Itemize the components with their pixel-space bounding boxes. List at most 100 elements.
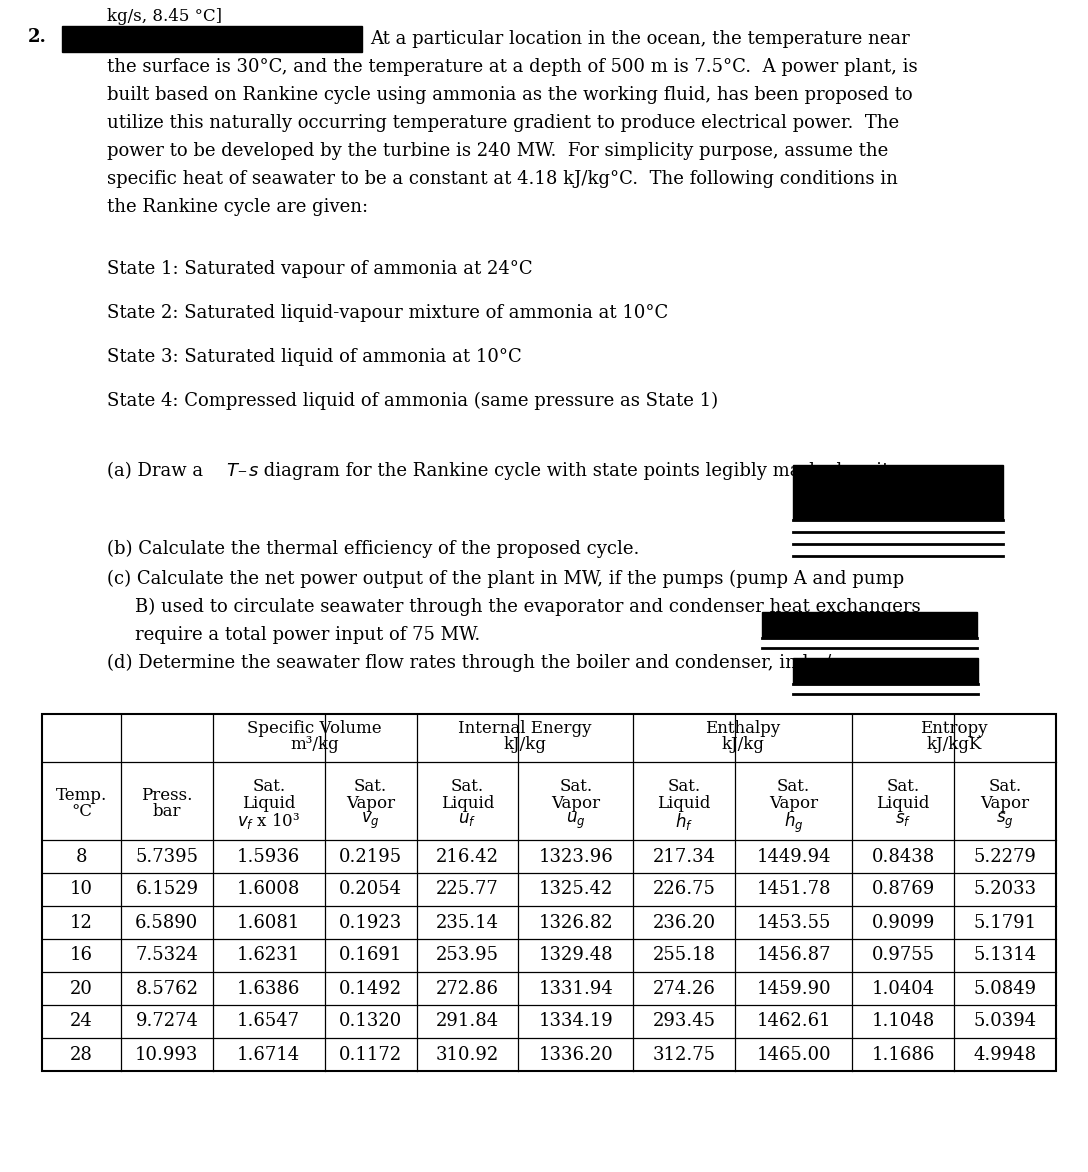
Text: 291.84: 291.84: [436, 1013, 499, 1030]
Text: utilize this naturally occurring temperature gradient to produce electrical powe: utilize this naturally occurring tempera…: [107, 114, 899, 132]
Text: 0.1923: 0.1923: [339, 913, 403, 932]
Text: (a) Draw a: (a) Draw a: [107, 462, 209, 481]
Text: Liquid: Liquid: [441, 795, 494, 812]
Bar: [62, 26, 362, 52]
Text: 0.1172: 0.1172: [339, 1045, 403, 1063]
Text: Temp.: Temp.: [55, 786, 107, 804]
Text: 1449.94: 1449.94: [756, 847, 831, 865]
Text: Vapor: Vapor: [552, 795, 601, 812]
Text: State 4: Compressed liquid of ammonia (same pressure as State 1): State 4: Compressed liquid of ammonia (s…: [107, 391, 718, 410]
Text: m³/kg: m³/kg: [290, 736, 339, 752]
Text: 8.5762: 8.5762: [135, 980, 198, 997]
Text: 225.77: 225.77: [436, 880, 498, 899]
Text: diagram for the Rankine cycle with state points legibly marked on it.: diagram for the Rankine cycle with state…: [258, 462, 895, 481]
Text: 236.20: 236.20: [653, 913, 716, 932]
Text: 1334.19: 1334.19: [539, 1013, 614, 1030]
Text: 1459.90: 1459.90: [756, 980, 831, 997]
Text: 235.14: 235.14: [436, 913, 499, 932]
Text: $s$: $s$: [248, 462, 259, 481]
Text: bar: bar: [152, 803, 181, 820]
Text: At a particular location in the ocean, the temperature near: At a particular location in the ocean, t…: [370, 30, 910, 48]
Text: State 1: Saturated vapour of ammonia at 24°C: State 1: Saturated vapour of ammonia at …: [107, 260, 533, 278]
Text: built based on Rankine cycle using ammonia as the working fluid, has been propos: built based on Rankine cycle using ammon…: [107, 86, 913, 104]
Text: (d) Determine the seawater flow rates through the boiler and condenser, in kg/s.: (d) Determine the seawater flow rates th…: [107, 654, 846, 673]
Text: kJ/kg: kJ/kg: [504, 736, 546, 752]
Text: 216.42: 216.42: [436, 847, 499, 865]
Text: 5.0849: 5.0849: [974, 980, 1037, 997]
Text: 24: 24: [70, 1013, 92, 1030]
Text: 4.9948: 4.9948: [974, 1045, 1037, 1063]
Text: 5.1314: 5.1314: [974, 947, 1037, 965]
Text: Liquid: Liquid: [242, 795, 296, 812]
Text: kg/s, 8.45 °C]: kg/s, 8.45 °C]: [107, 8, 222, 25]
Text: Sat.: Sat.: [777, 778, 811, 796]
Text: 312.75: 312.75: [653, 1045, 716, 1063]
Text: kJ/kgK: kJ/kgK: [926, 736, 981, 752]
Text: $s_g$: $s_g$: [997, 811, 1014, 831]
Text: (b) Calculate the thermal efficiency of the proposed cycle.: (b) Calculate the thermal efficiency of …: [107, 540, 640, 558]
Text: 10: 10: [70, 880, 92, 899]
Text: 1.6714: 1.6714: [237, 1045, 300, 1063]
Text: (c) Calculate the net power output of the plant in MW, if the pumps (pump A and : (c) Calculate the net power output of th…: [107, 570, 904, 588]
Text: 310.92: 310.92: [436, 1045, 499, 1063]
Text: 5.1791: 5.1791: [974, 913, 1037, 932]
Text: 272.86: 272.86: [436, 980, 499, 997]
Text: Liquid: Liquid: [657, 795, 710, 812]
Text: 12: 12: [70, 913, 92, 932]
Text: $h_g$: $h_g$: [783, 811, 803, 836]
Text: 1.6547: 1.6547: [237, 1013, 300, 1030]
Text: 1325.42: 1325.42: [539, 880, 613, 899]
Text: $T$: $T$: [226, 462, 240, 481]
Text: State 3: Saturated liquid of ammonia at 10°C: State 3: Saturated liquid of ammonia at …: [107, 348, 522, 366]
Text: Sat.: Sat.: [252, 778, 285, 796]
Text: $v_g$: $v_g$: [361, 811, 380, 831]
Text: 1.1686: 1.1686: [871, 1045, 935, 1063]
Text: 0.8769: 0.8769: [871, 880, 935, 899]
Text: 217.34: 217.34: [653, 847, 716, 865]
Bar: [793, 657, 978, 684]
Text: 1456.87: 1456.87: [756, 947, 831, 965]
Text: 0.9099: 0.9099: [871, 913, 935, 932]
Text: 8: 8: [76, 847, 87, 865]
Text: 1323.96: 1323.96: [539, 847, 614, 865]
Text: Specific Volume: Specific Volume: [247, 720, 382, 737]
Text: Press.: Press.: [141, 786, 193, 804]
Text: 1.6008: 1.6008: [237, 880, 300, 899]
Bar: [42, 714, 1056, 1071]
Text: $s_f$: $s_f$: [895, 811, 912, 829]
Text: 1331.94: 1331.94: [539, 980, 614, 997]
Text: 5.7395: 5.7395: [135, 847, 198, 865]
Text: Sat.: Sat.: [559, 778, 592, 796]
Text: $u_g$: $u_g$: [566, 811, 585, 831]
Text: $v_f$ x 10³: $v_f$ x 10³: [237, 811, 300, 831]
Text: 1.1048: 1.1048: [871, 1013, 935, 1030]
Text: 9.7274: 9.7274: [135, 1013, 198, 1030]
Text: 6.1529: 6.1529: [135, 880, 198, 899]
Text: 1326.82: 1326.82: [539, 913, 613, 932]
Text: the surface is 30°C, and the temperature at a depth of 500 m is 7.5°C.  A power : the surface is 30°C, and the temperature…: [107, 57, 917, 76]
Text: kJ/kg: kJ/kg: [721, 736, 764, 752]
Text: 5.2279: 5.2279: [974, 847, 1037, 865]
Text: $h_f$: $h_f$: [675, 811, 693, 832]
Text: power to be developed by the turbine is 240 MW.  For simplicity purpose, assume : power to be developed by the turbine is …: [107, 142, 888, 161]
Text: Entropy: Entropy: [920, 720, 988, 737]
Text: 28: 28: [70, 1045, 92, 1063]
Text: require a total power input of 75 MW.: require a total power input of 75 MW.: [135, 626, 480, 643]
Text: 2.: 2.: [28, 28, 47, 46]
Text: 0.8438: 0.8438: [871, 847, 935, 865]
Text: 1462.61: 1462.61: [756, 1013, 831, 1030]
Text: Sat.: Sat.: [450, 778, 484, 796]
Text: 0.2195: 0.2195: [339, 847, 403, 865]
Text: 20: 20: [70, 980, 92, 997]
Text: Sat.: Sat.: [354, 778, 387, 796]
Text: Enthalpy: Enthalpy: [705, 720, 780, 737]
Text: 1.0404: 1.0404: [871, 980, 935, 997]
Text: 5.2033: 5.2033: [974, 880, 1037, 899]
Text: Vapor: Vapor: [769, 795, 818, 812]
Text: 7.5324: 7.5324: [135, 947, 198, 965]
Text: 5.0394: 5.0394: [974, 1013, 1037, 1030]
Text: Vapor: Vapor: [980, 795, 1029, 812]
Text: Vapor: Vapor: [346, 795, 395, 812]
Text: Liquid: Liquid: [877, 795, 930, 812]
Text: 1465.00: 1465.00: [756, 1045, 831, 1063]
